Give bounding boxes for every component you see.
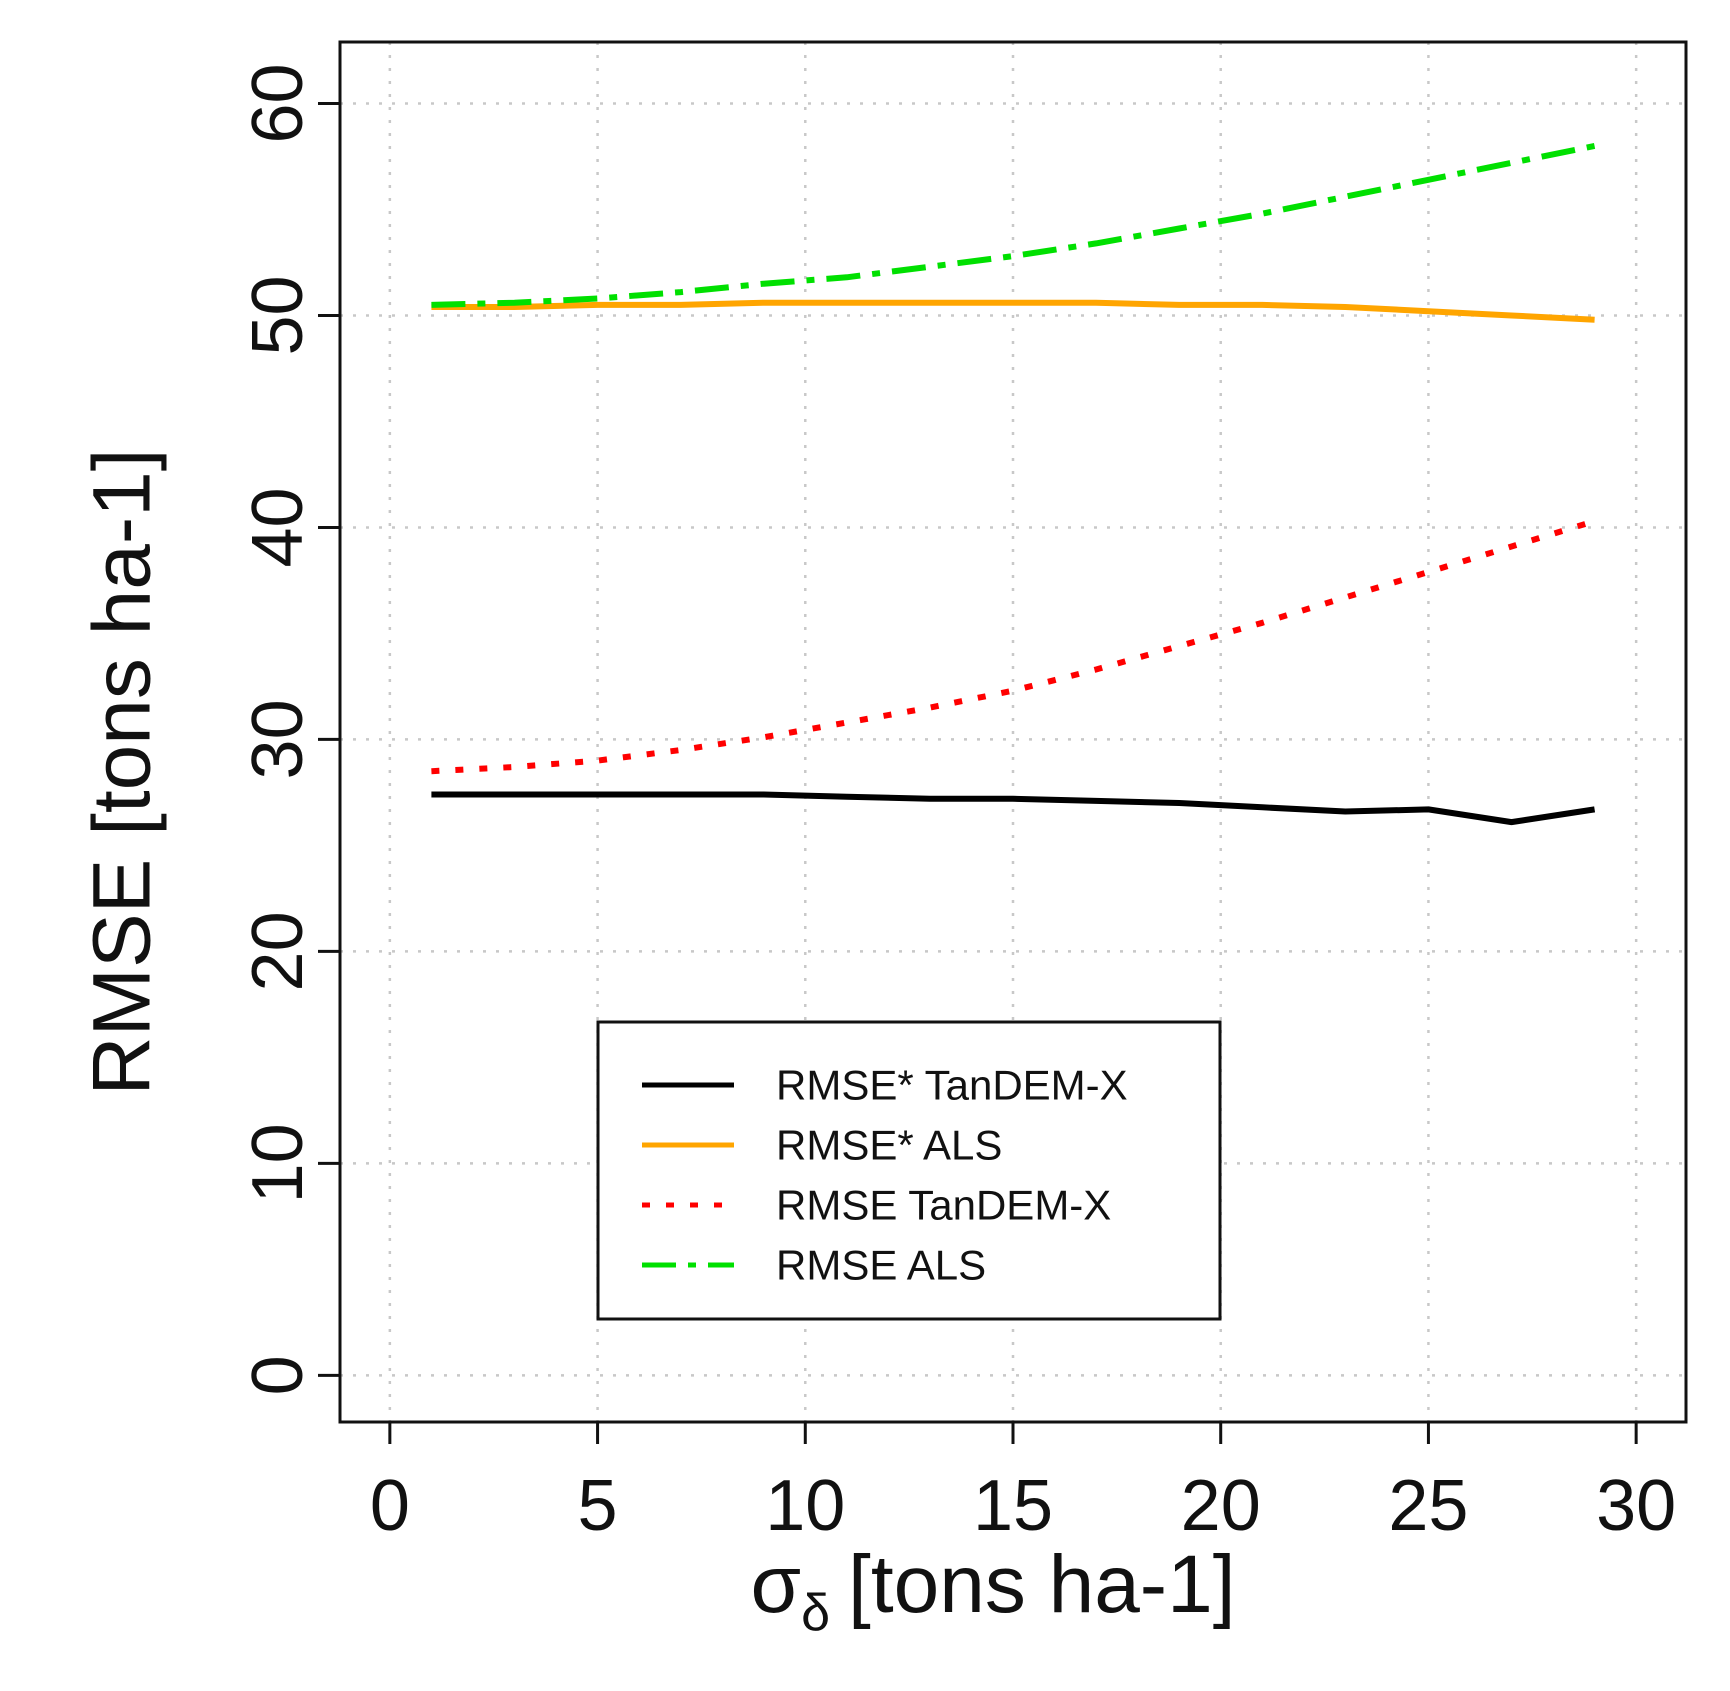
y-tick-label: 20: [238, 911, 318, 991]
legend-label-rmse-als: RMSE ALS: [776, 1242, 986, 1289]
x-tick-label: 30: [1596, 1466, 1676, 1546]
legend-label-rmse-als: RMSE* ALS: [776, 1122, 1002, 1169]
x-tick-label: 15: [973, 1466, 1053, 1546]
x-axis-subscript: δ: [801, 1584, 830, 1642]
y-tick-label: 10: [238, 1123, 318, 1203]
legend: RMSE* TanDEM-X RMSE* ALS RMSE TanDEM-X RMSE…: [596, 1020, 1222, 1321]
y-axis-title: RMSE [tons ha-1]: [77, 448, 168, 1095]
y-tick-label: 60: [238, 63, 318, 143]
x-tick-label: 25: [1388, 1466, 1468, 1546]
gridlines: [340, 42, 1686, 1422]
series-line-rmse-tandem-x: [431, 791, 1596, 826]
y-tick-label: 40: [238, 487, 318, 567]
x-tick-label: 10: [765, 1466, 845, 1546]
series-line-rmse-tandem-x: [431, 518, 1596, 775]
x-axis-title: σδ [tons ha-1]: [750, 1539, 1235, 1642]
legend-label-rmse-tandem-x: RMSE TanDEM-X: [776, 1182, 1111, 1229]
series-lines: [431, 142, 1596, 826]
y-tick-label: 0: [238, 1355, 318, 1395]
x-axis: 0 5 10 15 20 25 30: [370, 1422, 1676, 1546]
x-tick-label: 20: [1181, 1466, 1261, 1546]
y-tick-label: 50: [238, 275, 318, 355]
x-axis-symbol: σ: [750, 1539, 801, 1630]
x-tick-label: 5: [578, 1466, 618, 1546]
y-tick-label: 30: [238, 699, 318, 779]
legend-box: [596, 1020, 1222, 1321]
x-axis-unit: [tons ha-1]: [848, 1539, 1235, 1630]
x-tick-label: 0: [370, 1466, 410, 1546]
y-axis: 0 10 20 30 40 50 60: [238, 63, 340, 1395]
series-line-rmse-als: [431, 299, 1595, 323]
legend-label-rmse-tandem-x: RMSE* TanDEM-X: [776, 1062, 1128, 1109]
